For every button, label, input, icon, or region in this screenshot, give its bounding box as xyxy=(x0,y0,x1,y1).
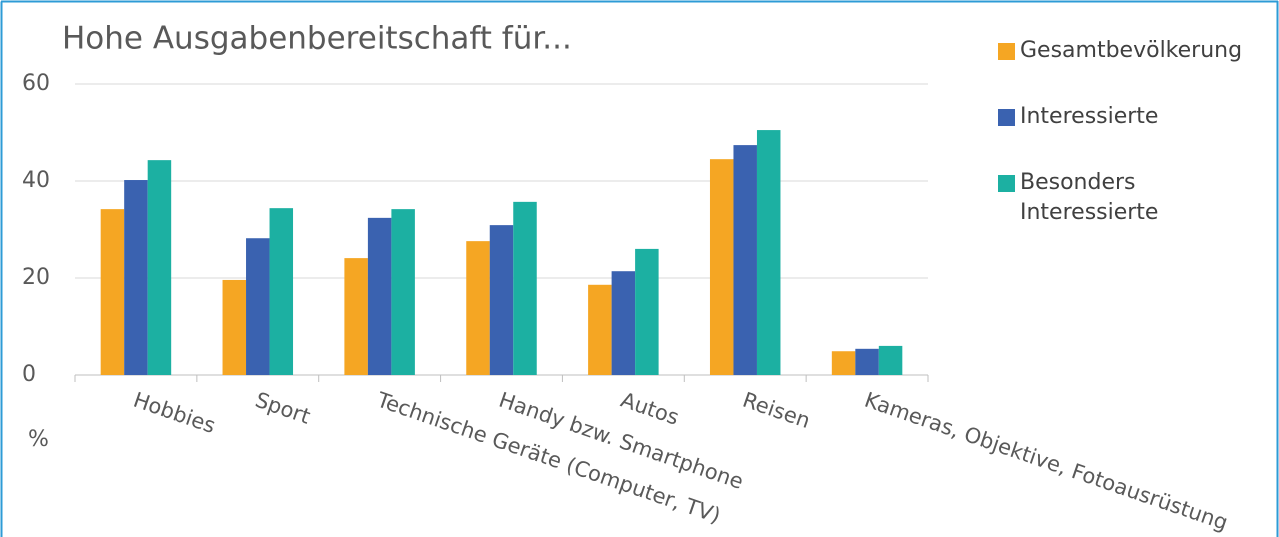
chart-title: Hohe Ausgabenbereitschaft für... xyxy=(62,21,572,57)
legend-item: Interessierte xyxy=(998,102,1268,132)
bar xyxy=(611,271,636,375)
bar xyxy=(733,145,757,375)
legend-swatch xyxy=(998,109,1015,126)
bar xyxy=(855,348,879,375)
bar xyxy=(466,241,490,375)
legend-item: Gesamtbevölkerung xyxy=(998,36,1268,66)
legend-swatch xyxy=(998,175,1015,192)
bar xyxy=(756,130,781,375)
legend-label: Interessierte xyxy=(1020,104,1159,129)
bar xyxy=(100,209,125,375)
bar xyxy=(147,160,172,375)
bar xyxy=(831,351,856,375)
bar xyxy=(588,284,612,375)
legend: Gesamtbevölkerung Interessierte Besonders … xyxy=(998,36,1268,264)
x-tick-label: Reisen xyxy=(740,388,814,433)
bar xyxy=(391,209,415,375)
y-tick-label: 20 xyxy=(22,265,50,290)
bar xyxy=(489,225,514,375)
bar xyxy=(246,238,270,375)
bar xyxy=(222,279,247,375)
y-tick-label: 0 xyxy=(22,362,36,387)
x-tick-label: Hobbies xyxy=(130,388,218,438)
bar xyxy=(878,345,903,375)
legend-item: Besonders Interessierte xyxy=(998,168,1268,228)
bar xyxy=(635,248,659,375)
x-tick-label: Kameras, Objektive, Fotoausrüstung xyxy=(861,388,1230,535)
x-tick-label: Sport xyxy=(252,388,313,429)
x-tick-label: Autos xyxy=(618,388,682,430)
y-tick-label: 60 xyxy=(22,71,50,96)
bar xyxy=(513,201,537,375)
legend-label: Gesamtbevölkerung xyxy=(1020,38,1243,63)
legend-label: Besonders Interessierte xyxy=(1020,170,1159,225)
bar xyxy=(124,180,148,375)
legend-swatch xyxy=(998,43,1015,60)
y-tick-label: 40 xyxy=(22,168,50,193)
bar xyxy=(367,217,392,375)
bar xyxy=(344,258,368,375)
y-axis-label: % xyxy=(28,427,49,452)
bar xyxy=(709,159,734,375)
bar xyxy=(269,208,294,375)
